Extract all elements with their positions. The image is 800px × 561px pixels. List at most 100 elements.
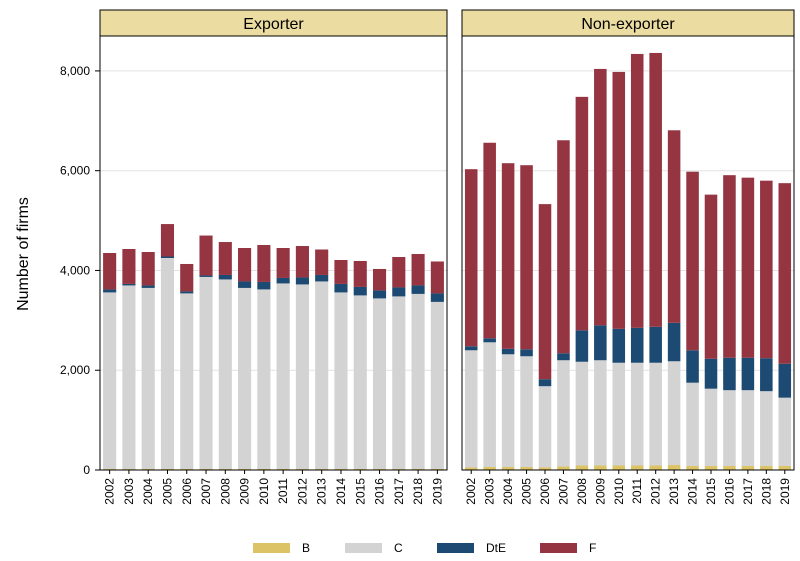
x-tick-label: 2005 [160,478,174,505]
x-tick-label: 2019 [778,478,792,505]
x-tick-label: 2002 [464,478,478,505]
x-tick-label: 2008 [218,478,232,505]
x-tick-label: 2017 [392,478,406,505]
x-tick-label: 2004 [501,478,515,505]
x-tick-label: 2015 [353,478,367,505]
bar-segment [612,71,626,329]
bar-segment [575,465,589,470]
bar-segment [686,350,699,383]
bar-segment [218,279,232,470]
bar-segment [199,275,213,277]
bar-segment [103,292,117,470]
bar-segment [594,465,607,470]
bar-segment [741,390,755,467]
bar-segment [686,466,699,470]
bar-segment [649,52,662,327]
x-tick-label: 2010 [612,478,626,505]
bar-segment [686,382,699,467]
bar-segment [464,350,478,468]
bar-segment [315,281,329,470]
bar-segment [667,465,681,470]
bar-segment [295,284,309,470]
y-axis-title: Number of firms [15,197,32,311]
x-tick-label: 2012 [649,478,663,505]
bar-segment [501,348,515,355]
legend-key [345,543,382,553]
bar-segment [276,248,290,278]
bar-segment [392,287,406,297]
bar-segment [501,354,515,468]
bar-segment [557,466,570,470]
bar-segment [778,363,792,398]
x-tick-label: 2009 [593,478,607,505]
bar-segment [483,338,496,343]
bar-segment [122,249,136,284]
bar-segment [723,466,736,470]
y-tick-label: 0 [83,463,90,477]
x-tick-label: 2011 [276,478,290,504]
bar-segment [704,194,718,359]
x-tick-label: 2014 [334,478,348,505]
x-tick-label: 2016 [722,478,736,505]
bar-segment [778,466,792,470]
bar-segment [483,467,496,470]
x-tick-label: 2016 [373,478,387,505]
bar-segment [141,285,155,288]
bar-segment [538,204,552,380]
x-tick-label: 2006 [180,478,194,505]
bar-segment [612,328,626,363]
bar-segment [315,249,329,275]
bar-segment [723,357,736,391]
legend-label: F [589,541,596,555]
bar-segment [760,180,773,359]
bar-segment [103,253,117,290]
bar-segment [760,358,773,392]
x-tick-label: 2004 [141,478,155,505]
x-tick-label: 2015 [704,478,718,505]
legend-key [437,543,474,553]
bar-segment [612,465,626,470]
x-tick-label: 2012 [295,478,309,505]
bar-segment [741,466,755,470]
bar-segment [741,357,755,391]
bar-segment [218,242,232,275]
bar-segment [372,298,387,470]
x-tick-label: 2006 [538,478,552,505]
bar-segment [430,261,444,294]
bar-segment [199,276,213,470]
bar-segment [538,379,552,387]
bar-segment [520,165,533,350]
x-tick-label: 2009 [238,478,252,505]
bar-segment [520,356,533,468]
strip [461,9,795,37]
y-tick-label: 2,000 [60,363,90,377]
y-tick-label: 4,000 [60,263,90,277]
bar-segment [501,467,515,470]
bar-segment [649,326,662,363]
bar-segment [276,277,290,284]
bar-segment [464,169,478,347]
bar-segment [199,235,213,276]
bar-segment [557,353,570,361]
bar-segment [760,466,773,470]
bar-segment [483,142,496,339]
x-tick-label: 2005 [520,478,534,505]
bar-segment [180,263,194,292]
bar-segment [575,96,589,331]
bar-segment [353,295,367,470]
bar-segment [392,256,406,288]
bar-segment [630,327,644,363]
x-tick-label: 2013 [667,478,681,505]
x-tick-label: 2007 [199,478,213,505]
bar-segment [649,465,662,470]
bar-segment [575,361,589,466]
bar-segment [430,301,444,470]
bar-segment [334,292,348,470]
bar-segment [295,246,309,278]
bar-segment [315,274,329,282]
bar-segment [160,224,175,257]
bar-segment [538,467,552,470]
bar-segment [353,286,367,296]
bar-segment [372,290,387,299]
